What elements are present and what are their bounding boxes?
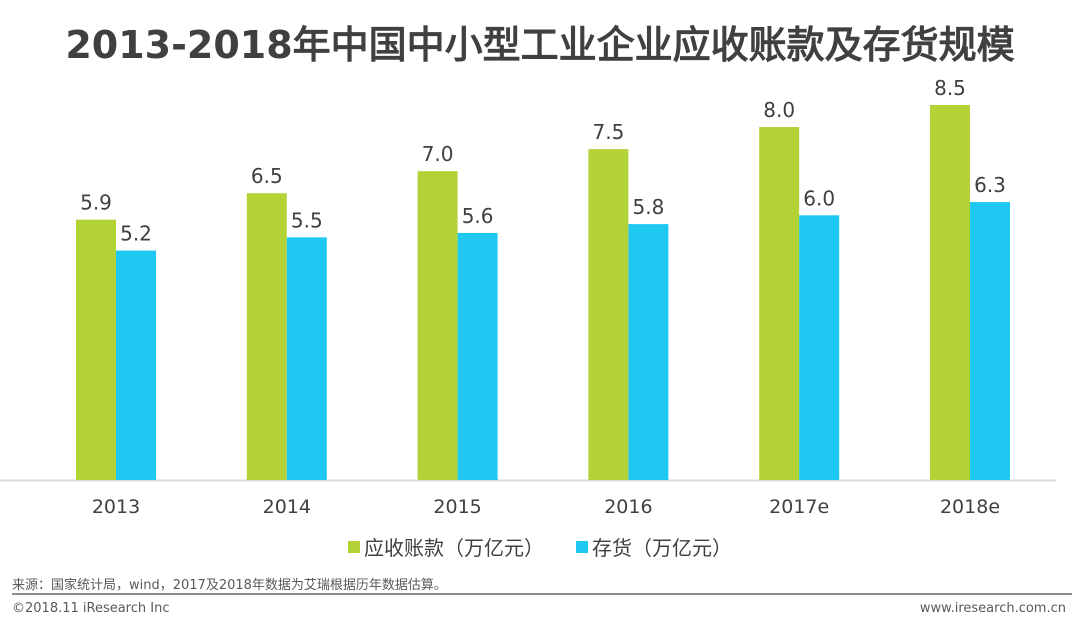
source-note: 来源：国家统计局，wind，2017及2018年数据为艾瑞根据历年数据估算。	[12, 578, 447, 593]
bar-receivables-2017e	[759, 127, 800, 480]
bar-inventory-2018e	[970, 202, 1010, 480]
legend-item-inventory: 存货（万亿元）	[576, 532, 732, 561]
x-tick-label: 2014	[263, 496, 311, 518]
bar-inventory-2017e	[799, 215, 840, 480]
x-tick-label: 2015	[433, 496, 481, 518]
data-label: 5.2	[120, 222, 152, 246]
data-label: 6.0	[803, 186, 835, 210]
data-label: 5.8	[632, 195, 664, 219]
data-label: 8.5	[934, 76, 966, 100]
chart-title: 2013-2018年中国中小型工业企业应收账款及存货规模	[65, 23, 1015, 67]
legend: 应收账款（万亿元） 存货（万亿元）	[0, 532, 1080, 561]
copyright: ©2018.11 iResearch Inc	[12, 601, 170, 616]
data-label: 5.9	[80, 191, 112, 215]
bar-receivables-2018e	[930, 105, 970, 480]
bar-receivables-2013	[76, 219, 116, 481]
bar-inventory-2013	[116, 250, 156, 480]
bar-inventory-2014	[286, 237, 327, 480]
x-tick-label: 2018e	[940, 496, 1000, 518]
x-tick-label: 2017e	[769, 496, 829, 518]
legend-swatch-inventory	[576, 540, 588, 553]
bar-chart: 5.9 5.2 2013 6.5 5.5 2014 7.0 5.6 2015 7.5 5.8 2016…	[0, 76, 1056, 518]
data-label: 7.5	[592, 120, 624, 144]
footer-divider	[12, 593, 1072, 595]
bar-receivables-2016	[588, 149, 629, 480]
data-label: 6.3	[974, 173, 1006, 197]
bar-receivables-2015	[417, 171, 458, 481]
x-tick-label: 2013	[92, 496, 140, 518]
legend-label-inventory: 存货（万亿元）	[592, 536, 732, 560]
legend-item-receivables: 应收账款（万亿元）	[348, 532, 544, 561]
bar-inventory-2015	[457, 232, 498, 480]
data-label: 8.0	[763, 98, 795, 122]
legend-label-receivables: 应收账款（万亿元）	[364, 536, 544, 560]
data-label: 7.0	[422, 142, 454, 166]
legend-swatch-receivables	[348, 540, 360, 553]
data-label: 5.5	[291, 208, 323, 232]
bar-receivables-2014	[246, 193, 287, 480]
data-label: 6.5	[251, 164, 283, 188]
x-tick-label: 2016	[604, 496, 652, 518]
data-label: 5.6	[462, 204, 494, 228]
bar-inventory-2016	[628, 224, 669, 480]
website-link[interactable]: www.iresearch.com.cn	[919, 601, 1066, 616]
